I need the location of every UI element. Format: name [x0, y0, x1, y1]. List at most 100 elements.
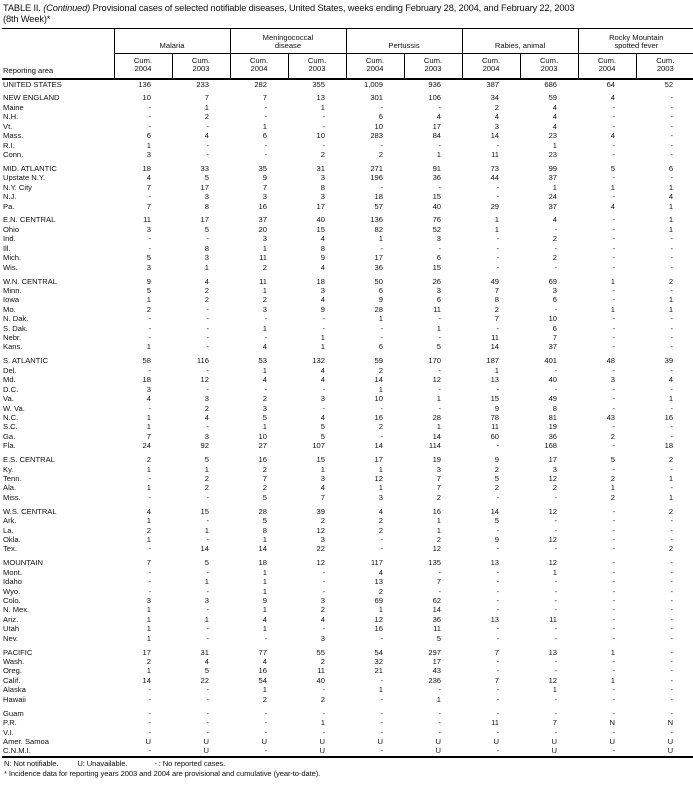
value-cell: 135 — [428, 558, 442, 568]
reporting-area-cell: Vt. — [3, 121, 13, 131]
value-cell: 1 — [146, 140, 151, 150]
value-cell: - — [148, 314, 151, 324]
value-cell: - — [670, 243, 674, 253]
value-cell: 15 — [490, 394, 500, 404]
value-cell: 2 — [668, 455, 674, 465]
table-row: Utah 1 - 1 - 16 11 - - - - — [2, 624, 693, 633]
value-cell: 23 — [548, 131, 558, 141]
value-cell: 1 — [668, 394, 674, 404]
value-cell: 11 — [491, 149, 500, 159]
value-cell: 37 — [258, 215, 267, 225]
value-cell: 60 — [490, 431, 500, 441]
value-cell: 1 — [262, 624, 267, 634]
value-cell: 4 — [146, 506, 151, 516]
value-cell: 19 — [432, 455, 442, 465]
value-cell: 4 — [552, 215, 558, 225]
value-cell: 99 — [548, 163, 558, 173]
value-cell: 1 — [378, 314, 383, 324]
value-cell: 4 — [204, 412, 209, 422]
table-row: N. Mex. 1 - 1 2 1 14 - - - - — [2, 605, 693, 614]
value-cell: 14 — [432, 431, 442, 441]
value-cell: - — [612, 534, 616, 544]
value-cell: 1 — [378, 384, 383, 394]
value-cell: - — [322, 121, 325, 131]
value-cell: 14 — [374, 375, 383, 385]
value-cell: U — [435, 746, 442, 756]
value-cell: 1 — [146, 534, 151, 544]
value-cell: 5 — [262, 516, 267, 526]
table-row: Ill. - 8 1 8 - - - - - - — [2, 244, 693, 253]
value-cell: - — [206, 314, 209, 324]
value-cell: 4 — [262, 375, 267, 385]
value-cell: - — [496, 525, 500, 535]
value-cell: 13 — [490, 558, 500, 568]
value-cell: 10 — [316, 131, 325, 141]
value-cell: 12 — [548, 473, 558, 483]
value-cell: - — [670, 534, 674, 544]
value-cell: 5 — [494, 516, 500, 526]
value-cell: - — [670, 464, 674, 474]
value-cell: 3 — [262, 192, 267, 202]
value-cell: 1 — [320, 102, 325, 112]
reporting-area-cell: Md. — [3, 375, 16, 385]
value-cell: 13 — [490, 375, 500, 385]
value-cell: 7 — [146, 182, 151, 192]
table-row: Idaho - 1 1 - 13 7 - - - - — [2, 577, 693, 586]
value-cell: - — [380, 727, 383, 737]
value-cell: - — [554, 586, 558, 596]
value-cell: 49 — [490, 276, 500, 286]
value-cell: 55 — [316, 647, 325, 657]
value-cell: 1 — [262, 365, 267, 375]
value-cell: - — [496, 596, 500, 606]
value-cell: - — [148, 243, 151, 253]
value-cell: 7 — [494, 647, 500, 657]
reporting-area-cell: N. Dak. — [3, 314, 29, 324]
value-cell: - — [612, 112, 616, 122]
value-cell: - — [438, 685, 442, 695]
value-cell: 5 — [320, 431, 325, 441]
reporting-area-cell: Alaska — [3, 685, 26, 695]
value-cell: 2 — [436, 534, 442, 544]
reporting-area-cell: Oreg. — [3, 666, 22, 676]
value-cell: - — [670, 605, 674, 615]
value-cell: 4 — [610, 131, 616, 141]
value-cell: - — [264, 718, 267, 728]
value-cell: 1 — [204, 102, 209, 112]
reporting-area-cell: Amer. Samoa — [3, 736, 50, 746]
value-cell: - — [206, 567, 209, 577]
table-row: Ala. 1 2 2 4 1 7 2 2 1 - — [2, 483, 693, 492]
value-cell: - — [670, 624, 674, 634]
value-cell: 1 — [436, 323, 442, 333]
value-cell: - — [438, 727, 442, 737]
value-cell: - — [148, 544, 151, 554]
value-cell: - — [206, 323, 209, 333]
table-row: Pa. 7 8 16 17 57 40 29 37 4 1 — [2, 202, 693, 211]
value-cell: 1 — [146, 483, 151, 493]
value-cell: - — [438, 403, 442, 413]
value-cell: 1 — [610, 182, 616, 192]
value-cell: 2 — [204, 112, 209, 122]
value-cell: - — [496, 182, 500, 192]
value-cell: - — [670, 577, 674, 587]
value-cell: 297 — [428, 647, 442, 657]
value-cell: 1 — [146, 412, 151, 422]
value-cell: - — [148, 473, 151, 483]
value-cell: 2 — [146, 657, 151, 667]
value-cell: - — [612, 544, 616, 554]
value-cell: - — [496, 441, 500, 451]
cum-header-2004: Cum. 2004 — [577, 53, 637, 79]
value-cell: 17 — [142, 647, 151, 657]
table-row: Mass. 6 4 6 10 283 84 14 23 4 - — [2, 131, 693, 140]
value-cell: - — [264, 149, 267, 159]
value-cell: 50 — [374, 276, 383, 286]
value-cell: - — [554, 708, 558, 718]
value-cell: 5 — [146, 253, 151, 263]
value-cell: 1 — [668, 182, 674, 192]
value-cell: 3 — [262, 304, 267, 314]
table-row: N.J. - 3 3 3 18 15 - 24 - 4 — [2, 192, 693, 201]
value-cell: U — [551, 736, 558, 746]
value-cell: - — [670, 365, 674, 375]
value-cell: - — [206, 304, 209, 314]
value-cell: 1 — [436, 694, 442, 704]
